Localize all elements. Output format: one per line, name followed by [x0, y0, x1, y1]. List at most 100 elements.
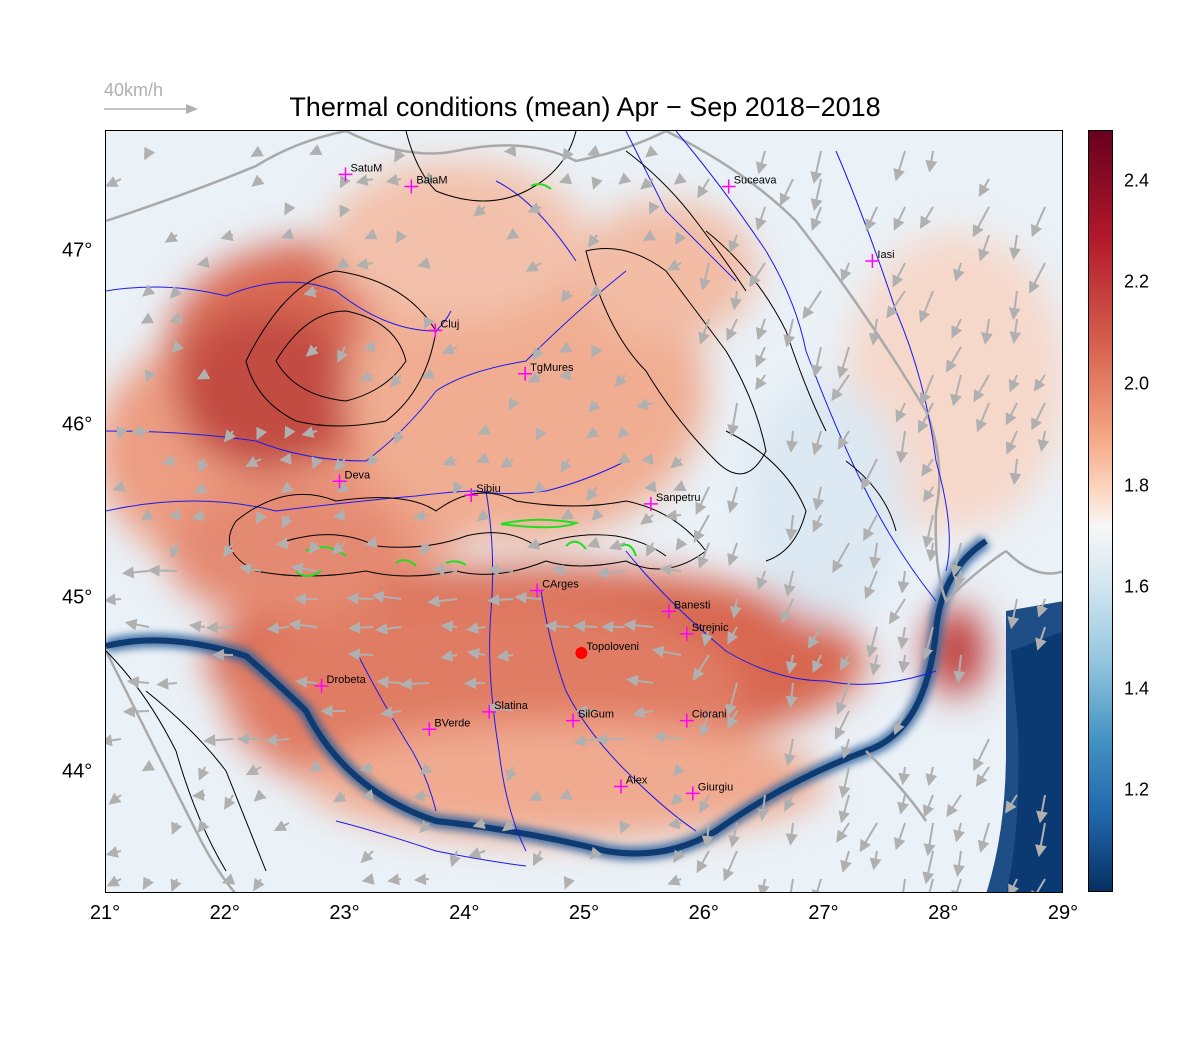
wind-arrow [362, 340, 376, 353]
city-marker: Sibiu [464, 483, 501, 503]
y-tick-label: 46° [62, 413, 93, 436]
wind-arrow [861, 458, 878, 491]
wind-arrow [305, 344, 319, 357]
wind-arrow [591, 508, 604, 521]
wind-arrow [332, 509, 346, 521]
colorbar-tick-label: 1.4 [1124, 678, 1150, 699]
wind-arrow [371, 590, 402, 603]
wind-arrow [467, 647, 486, 660]
wind-arrow [977, 822, 990, 853]
wind-arrow [419, 542, 432, 556]
wind-arrow [253, 789, 267, 802]
wind-arrow [897, 570, 910, 594]
wind-arrow [194, 482, 208, 494]
wind-arrow [421, 367, 435, 380]
wind-arrow [496, 649, 514, 662]
wind-arrow [284, 425, 296, 440]
wind-arrow [558, 788, 573, 801]
wind-arrow [245, 764, 262, 776]
wind-arrow [440, 649, 458, 662]
wind-arrow [674, 231, 687, 245]
wind-arrow [838, 766, 851, 799]
wind-arrow [617, 426, 631, 439]
wind-arrow [1030, 878, 1046, 892]
city-dot [575, 646, 588, 659]
city-marker: BaiaM [404, 174, 448, 194]
wind-arrow [197, 819, 210, 833]
wind-arrow [673, 849, 685, 863]
wind-arrow [422, 171, 436, 184]
wind-arrow [976, 402, 990, 433]
wind-arrow [693, 514, 710, 543]
x-tick-label: 24° [449, 902, 480, 924]
elevation-contours [106, 131, 897, 872]
wind-scale-arrow [104, 104, 198, 114]
wind-arrow [573, 620, 598, 633]
wind-arrow [419, 820, 433, 834]
city-cross [661, 604, 676, 619]
wind-arrow [784, 738, 796, 767]
wind-arrow [169, 542, 181, 559]
wind-arrow [196, 256, 210, 269]
wind-arrow [281, 228, 295, 240]
wind-arrow [442, 454, 458, 466]
wind-arrow [395, 230, 408, 244]
colorbar-tick-label: 2.0 [1124, 373, 1150, 394]
city-label: Cluj [440, 318, 459, 330]
city-label: CArges [542, 579, 579, 591]
wind-arrow [121, 566, 150, 579]
wind-arrow [355, 257, 374, 270]
wind-arrow [670, 792, 684, 806]
wind-arrow [1035, 626, 1047, 651]
wind-arrow [412, 789, 430, 802]
wind-arrow [196, 368, 211, 380]
wind-arrow [635, 398, 654, 411]
wind-arrow [893, 206, 906, 231]
wind-arrow [640, 177, 654, 190]
wind-arrow [667, 874, 682, 886]
wind-arrow [810, 206, 822, 231]
city-cross [865, 254, 880, 269]
wind-arrow [558, 172, 573, 185]
wind-arrow [587, 536, 601, 549]
wind-arrow [452, 480, 465, 495]
city-marker: CArges [530, 579, 579, 598]
wind-arrow [535, 427, 547, 441]
wind-arrow [308, 760, 323, 772]
wind-arrow [1008, 374, 1020, 393]
wind-arrow [414, 873, 430, 886]
wind-arrow [147, 564, 178, 577]
city-cross [428, 323, 443, 338]
wind-arrow [756, 570, 768, 591]
wind-arrow [394, 149, 406, 163]
wind-arrow [727, 626, 739, 645]
city-marker: Banesti [661, 599, 711, 619]
wind-arrow [191, 509, 206, 522]
city-marker: Sanpetru [643, 492, 701, 511]
city-label: Strejnic [692, 622, 729, 634]
wind-arrow [840, 262, 852, 282]
wind-arrow [783, 318, 795, 348]
wind-arrow [527, 371, 542, 383]
city-cross [643, 496, 658, 511]
city-marker: Alex [613, 774, 648, 794]
wind-arrow [288, 619, 318, 632]
city-label: BaiaM [416, 174, 447, 186]
wind-arrow [295, 676, 318, 689]
wind-arrow [560, 508, 575, 520]
wind-arrow [273, 820, 290, 832]
wind-arrow [651, 645, 682, 658]
wind-arrow [673, 172, 687, 185]
wind-arrow [486, 702, 514, 714]
wind-arrow [893, 150, 906, 182]
wind-arrow [359, 370, 374, 382]
wind-arrow [953, 262, 965, 282]
wind-arrow [142, 876, 154, 890]
wind-arrow [1008, 878, 1020, 892]
wind-arrow [664, 509, 682, 522]
wind-arrow [279, 452, 292, 465]
wind-arrow [701, 822, 714, 848]
wind-arrow [757, 878, 770, 892]
wind-arrow [698, 710, 711, 738]
wind-arrow [532, 346, 545, 361]
